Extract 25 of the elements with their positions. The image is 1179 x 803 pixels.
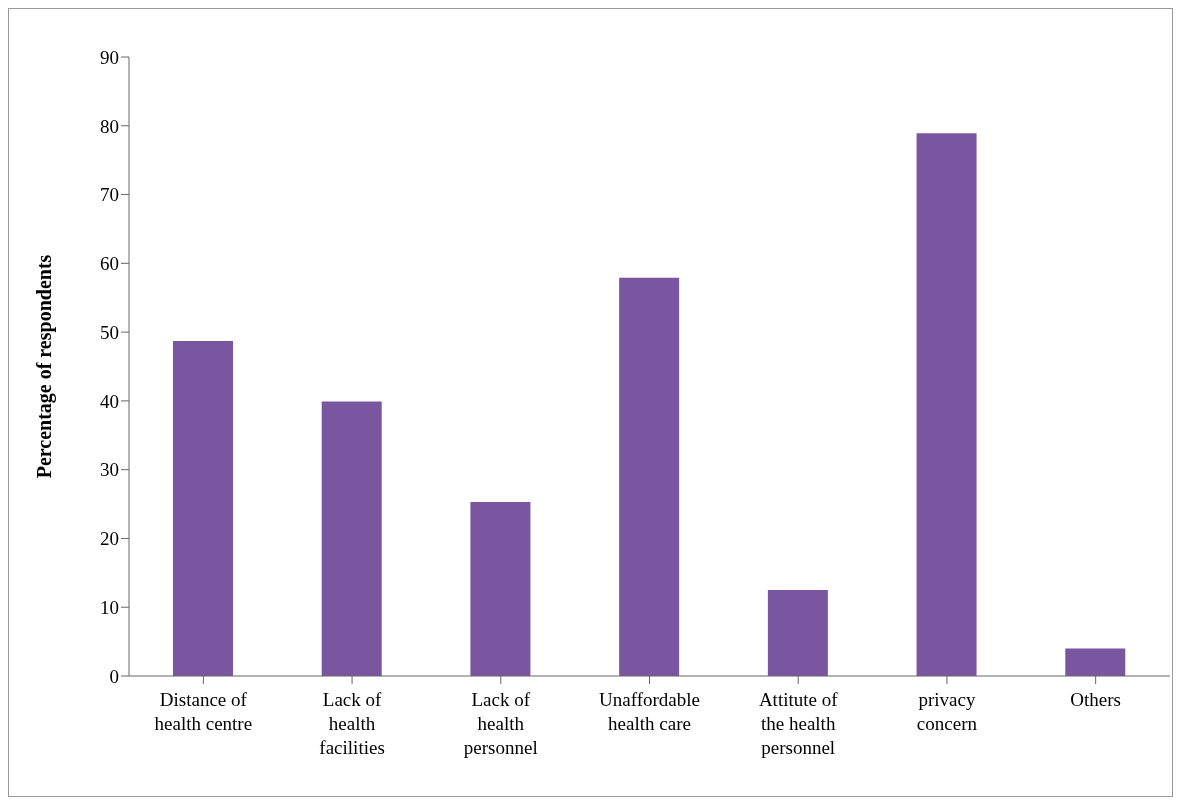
y-tick-label: 80 xyxy=(100,115,119,137)
y-axis-title: Percentage of respondents xyxy=(33,254,57,479)
bar xyxy=(916,133,977,676)
y-tick-label: 20 xyxy=(100,528,119,550)
y-tick-label: 70 xyxy=(100,184,119,206)
bar xyxy=(321,401,382,676)
x-tick-label: Attitute of the health personnel xyxy=(758,689,839,758)
x-tick-label: Distance of health centre xyxy=(154,689,253,734)
x-tick-label: Lack of health facilities xyxy=(319,689,385,758)
y-tick-label: 50 xyxy=(100,321,119,343)
x-tick-label: Unaffordable health care xyxy=(599,689,700,734)
y-tick-label: 40 xyxy=(100,390,119,412)
x-tick-label: privacy concern xyxy=(916,689,978,734)
bar xyxy=(767,590,828,676)
bar xyxy=(173,341,233,676)
x-tick-label: Lack of health personnel xyxy=(463,689,538,758)
y-tick-label: 0 xyxy=(109,665,119,687)
y-tick-label: 10 xyxy=(100,596,119,618)
y-tick-label: 90 xyxy=(100,46,119,68)
bar xyxy=(1065,648,1126,676)
bar xyxy=(470,501,531,676)
y-tick-label: 60 xyxy=(100,253,119,275)
x-tick-label: Others xyxy=(1070,689,1121,710)
y-tick-label: 30 xyxy=(100,459,119,481)
bar xyxy=(619,277,680,676)
